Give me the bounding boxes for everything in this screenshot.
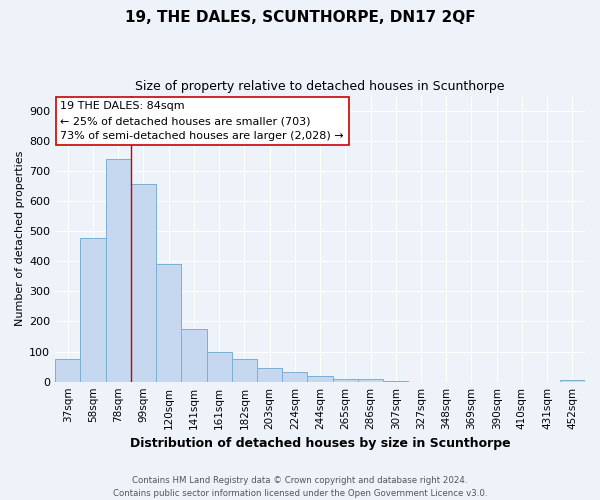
- Bar: [232, 360, 257, 382]
- Bar: [206, 352, 232, 382]
- Bar: [80, 238, 106, 382]
- Title: Size of property relative to detached houses in Scunthorpe: Size of property relative to detached ho…: [136, 80, 505, 93]
- Bar: [55, 359, 80, 382]
- Bar: [106, 160, 131, 382]
- Bar: [282, 372, 307, 382]
- Bar: [332, 378, 358, 382]
- Text: 19, THE DALES, SCUNTHORPE, DN17 2QF: 19, THE DALES, SCUNTHORPE, DN17 2QF: [125, 10, 475, 25]
- X-axis label: Distribution of detached houses by size in Scunthorpe: Distribution of detached houses by size …: [130, 437, 511, 450]
- Bar: [131, 184, 156, 382]
- Bar: [307, 376, 332, 382]
- Bar: [560, 380, 585, 382]
- Bar: [383, 381, 409, 382]
- Text: Contains HM Land Registry data © Crown copyright and database right 2024.
Contai: Contains HM Land Registry data © Crown c…: [113, 476, 487, 498]
- Bar: [358, 380, 383, 382]
- Text: 19 THE DALES: 84sqm
← 25% of detached houses are smaller (703)
73% of semi-detac: 19 THE DALES: 84sqm ← 25% of detached ho…: [61, 102, 344, 141]
- Bar: [156, 264, 181, 382]
- Y-axis label: Number of detached properties: Number of detached properties: [15, 151, 25, 326]
- Bar: [181, 329, 206, 382]
- Bar: [257, 368, 282, 382]
